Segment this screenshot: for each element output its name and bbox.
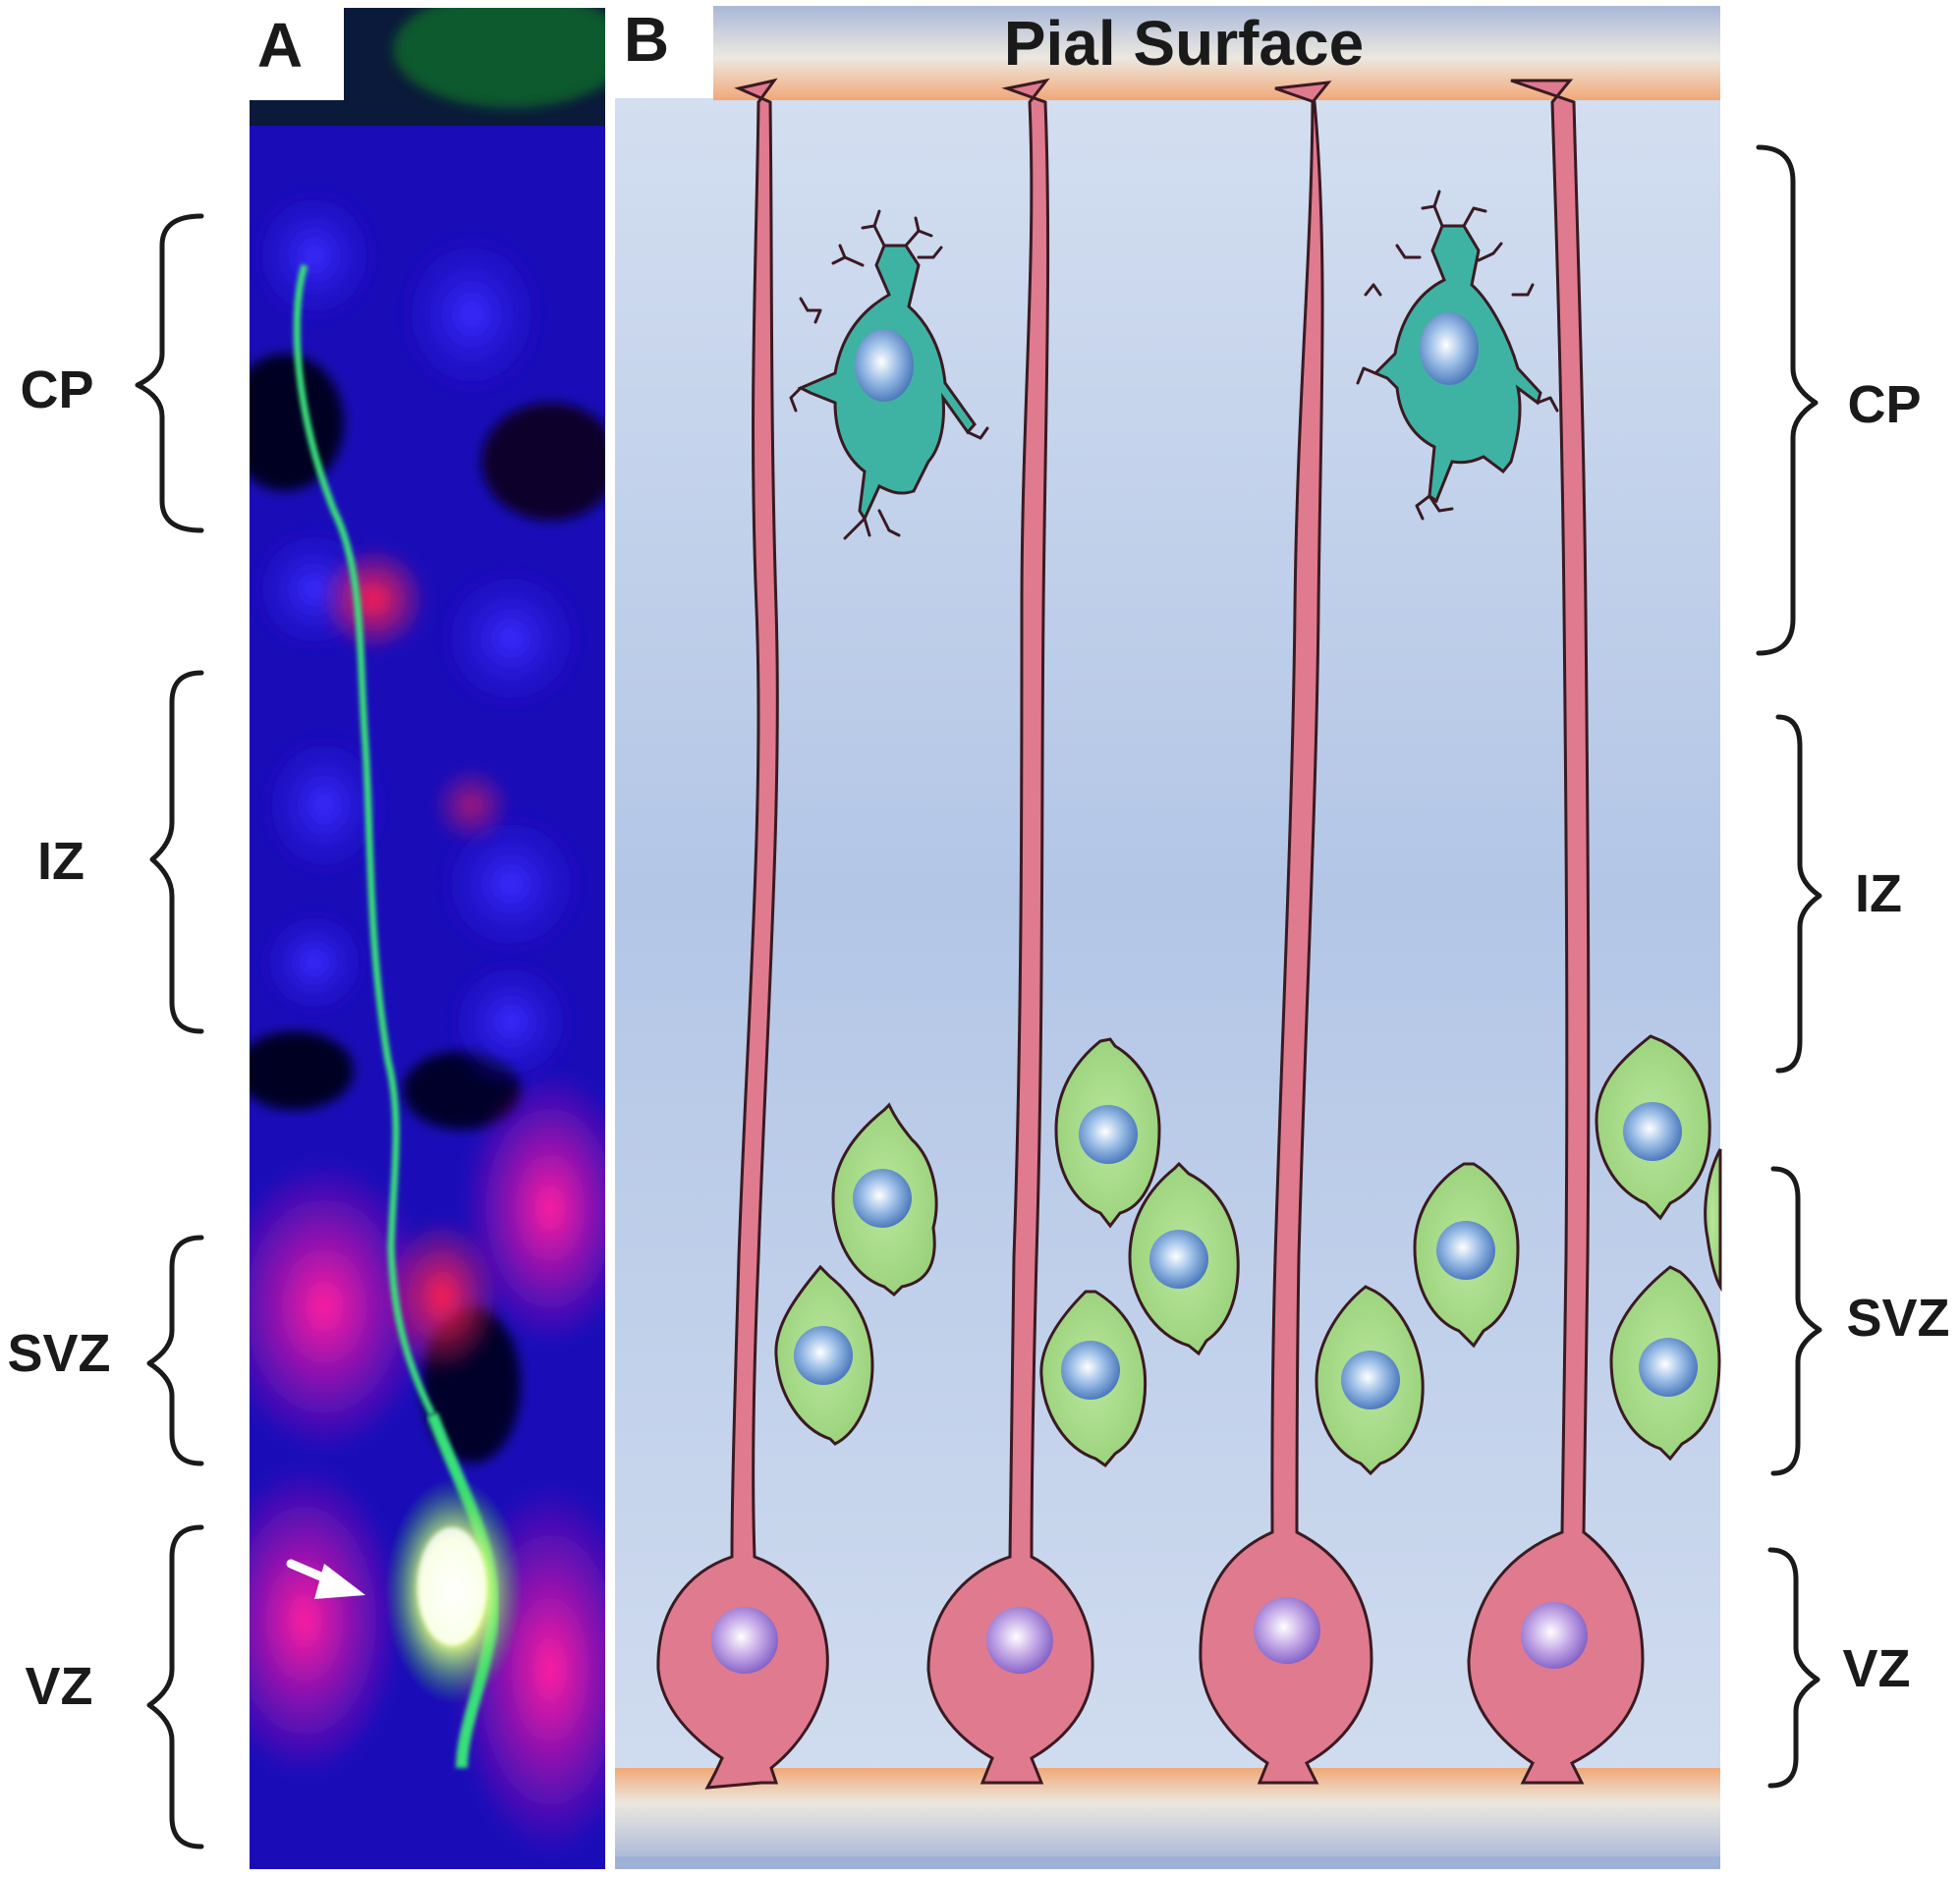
brace-cp-right xyxy=(1756,144,1819,656)
panel-b-zone-labels: CP IZ SVZ VZ xyxy=(1756,144,1950,1789)
radial-glial-cells xyxy=(656,78,1645,1790)
radial-glial-cell xyxy=(1467,79,1645,1785)
zone-label-iz-right: IZ xyxy=(1855,864,1902,923)
neurons xyxy=(789,190,1559,540)
zone-label-cp-right: CP xyxy=(1847,375,1921,434)
intermediate-progenitor xyxy=(1704,1148,1722,1293)
micrograph-panel xyxy=(250,8,605,1869)
brace-cp-left xyxy=(135,213,204,533)
intermediate-progenitor xyxy=(1595,1034,1711,1221)
ventricular-surface-band xyxy=(615,1768,1720,1869)
intermediate-progenitor xyxy=(1315,1285,1425,1476)
panel-a-letter-box xyxy=(250,6,344,100)
brace-vz-left xyxy=(146,1524,204,1849)
intermediate-progenitor xyxy=(774,1264,874,1446)
zone-label-iz: IZ xyxy=(37,832,84,891)
brace-svz-right xyxy=(1770,1166,1822,1476)
radial-glial-cell xyxy=(926,78,1094,1785)
pial-surface-label: Pial Surface xyxy=(1004,8,1364,79)
brace-vz-right xyxy=(1767,1547,1820,1789)
radial-glial-cell xyxy=(1199,81,1373,1785)
intermediate-progenitor xyxy=(1128,1161,1240,1356)
zone-label-vz-right: VZ xyxy=(1842,1639,1910,1698)
zone-label-svz: SVZ xyxy=(7,1324,110,1383)
intermediate-progenitor xyxy=(1054,1037,1161,1229)
brace-svz-left xyxy=(146,1235,204,1466)
intermediate-progenitor xyxy=(1609,1265,1721,1462)
panel-b-letter: B xyxy=(624,4,669,75)
neuron xyxy=(1356,190,1559,521)
zone-label-vz: VZ xyxy=(25,1657,92,1716)
zone-label-svz-right: SVZ xyxy=(1846,1289,1949,1348)
intermediate-progenitor xyxy=(1039,1290,1148,1468)
zone-label-cp: CP xyxy=(20,360,93,419)
panel-a-zone-labels: CP IZ SVZ VZ xyxy=(7,213,204,1849)
arrow-icon xyxy=(286,1559,365,1599)
brace-iz-right xyxy=(1775,714,1822,1074)
neuron xyxy=(789,209,989,540)
intermediate-progenitor xyxy=(831,1102,938,1297)
panel-a-letter: A xyxy=(257,10,303,81)
intermediate-progenitors xyxy=(774,1034,1722,1476)
brace-iz-left xyxy=(149,670,204,1034)
radial-glial-cell xyxy=(656,78,829,1790)
intermediate-progenitor xyxy=(1413,1162,1520,1349)
